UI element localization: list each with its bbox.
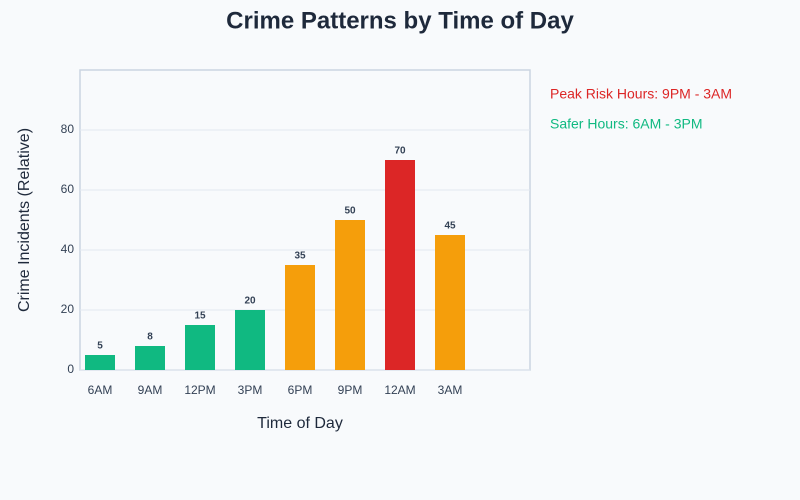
bar [335, 220, 365, 370]
bar [85, 355, 115, 370]
x-tick-label: 12PM [184, 383, 215, 397]
data-label: 20 [244, 296, 256, 307]
data-label: 15 [194, 311, 206, 322]
data-label: 8 [147, 332, 153, 343]
bar [185, 325, 215, 370]
x-tick-label: 6AM [88, 383, 113, 397]
data-label: 50 [344, 206, 356, 217]
annotation: Safer Hours: 6AM - 3PM [550, 116, 703, 132]
data-label: 70 [394, 146, 406, 157]
data-label: 5 [97, 341, 103, 352]
bar [385, 160, 415, 370]
data-label: 35 [294, 251, 306, 262]
y-axis-label: Crime Incidents (Relative) [16, 128, 33, 312]
y-tick-label: 60 [61, 182, 75, 196]
y-tick-label: 0 [67, 362, 74, 376]
y-tick-label: 40 [61, 242, 75, 256]
bar [285, 265, 315, 370]
y-tick-label: 80 [61, 122, 75, 136]
bar [135, 346, 165, 370]
x-axis-label: Time of Day [257, 415, 343, 432]
data-label: 45 [444, 221, 456, 232]
bar [435, 235, 465, 370]
annotation: Peak Risk Hours: 9PM - 3AM [550, 86, 732, 102]
x-tick-label: 9AM [138, 383, 163, 397]
x-tick-label: 9PM [338, 383, 363, 397]
x-tick-label: 3AM [438, 383, 463, 397]
y-tick-label: 20 [61, 302, 75, 316]
x-tick-label: 12AM [384, 383, 415, 397]
x-tick-label: 6PM [288, 383, 313, 397]
bar [235, 310, 265, 370]
x-tick-label: 3PM [238, 383, 263, 397]
chart-title: Crime Patterns by Time of Day [226, 7, 574, 34]
